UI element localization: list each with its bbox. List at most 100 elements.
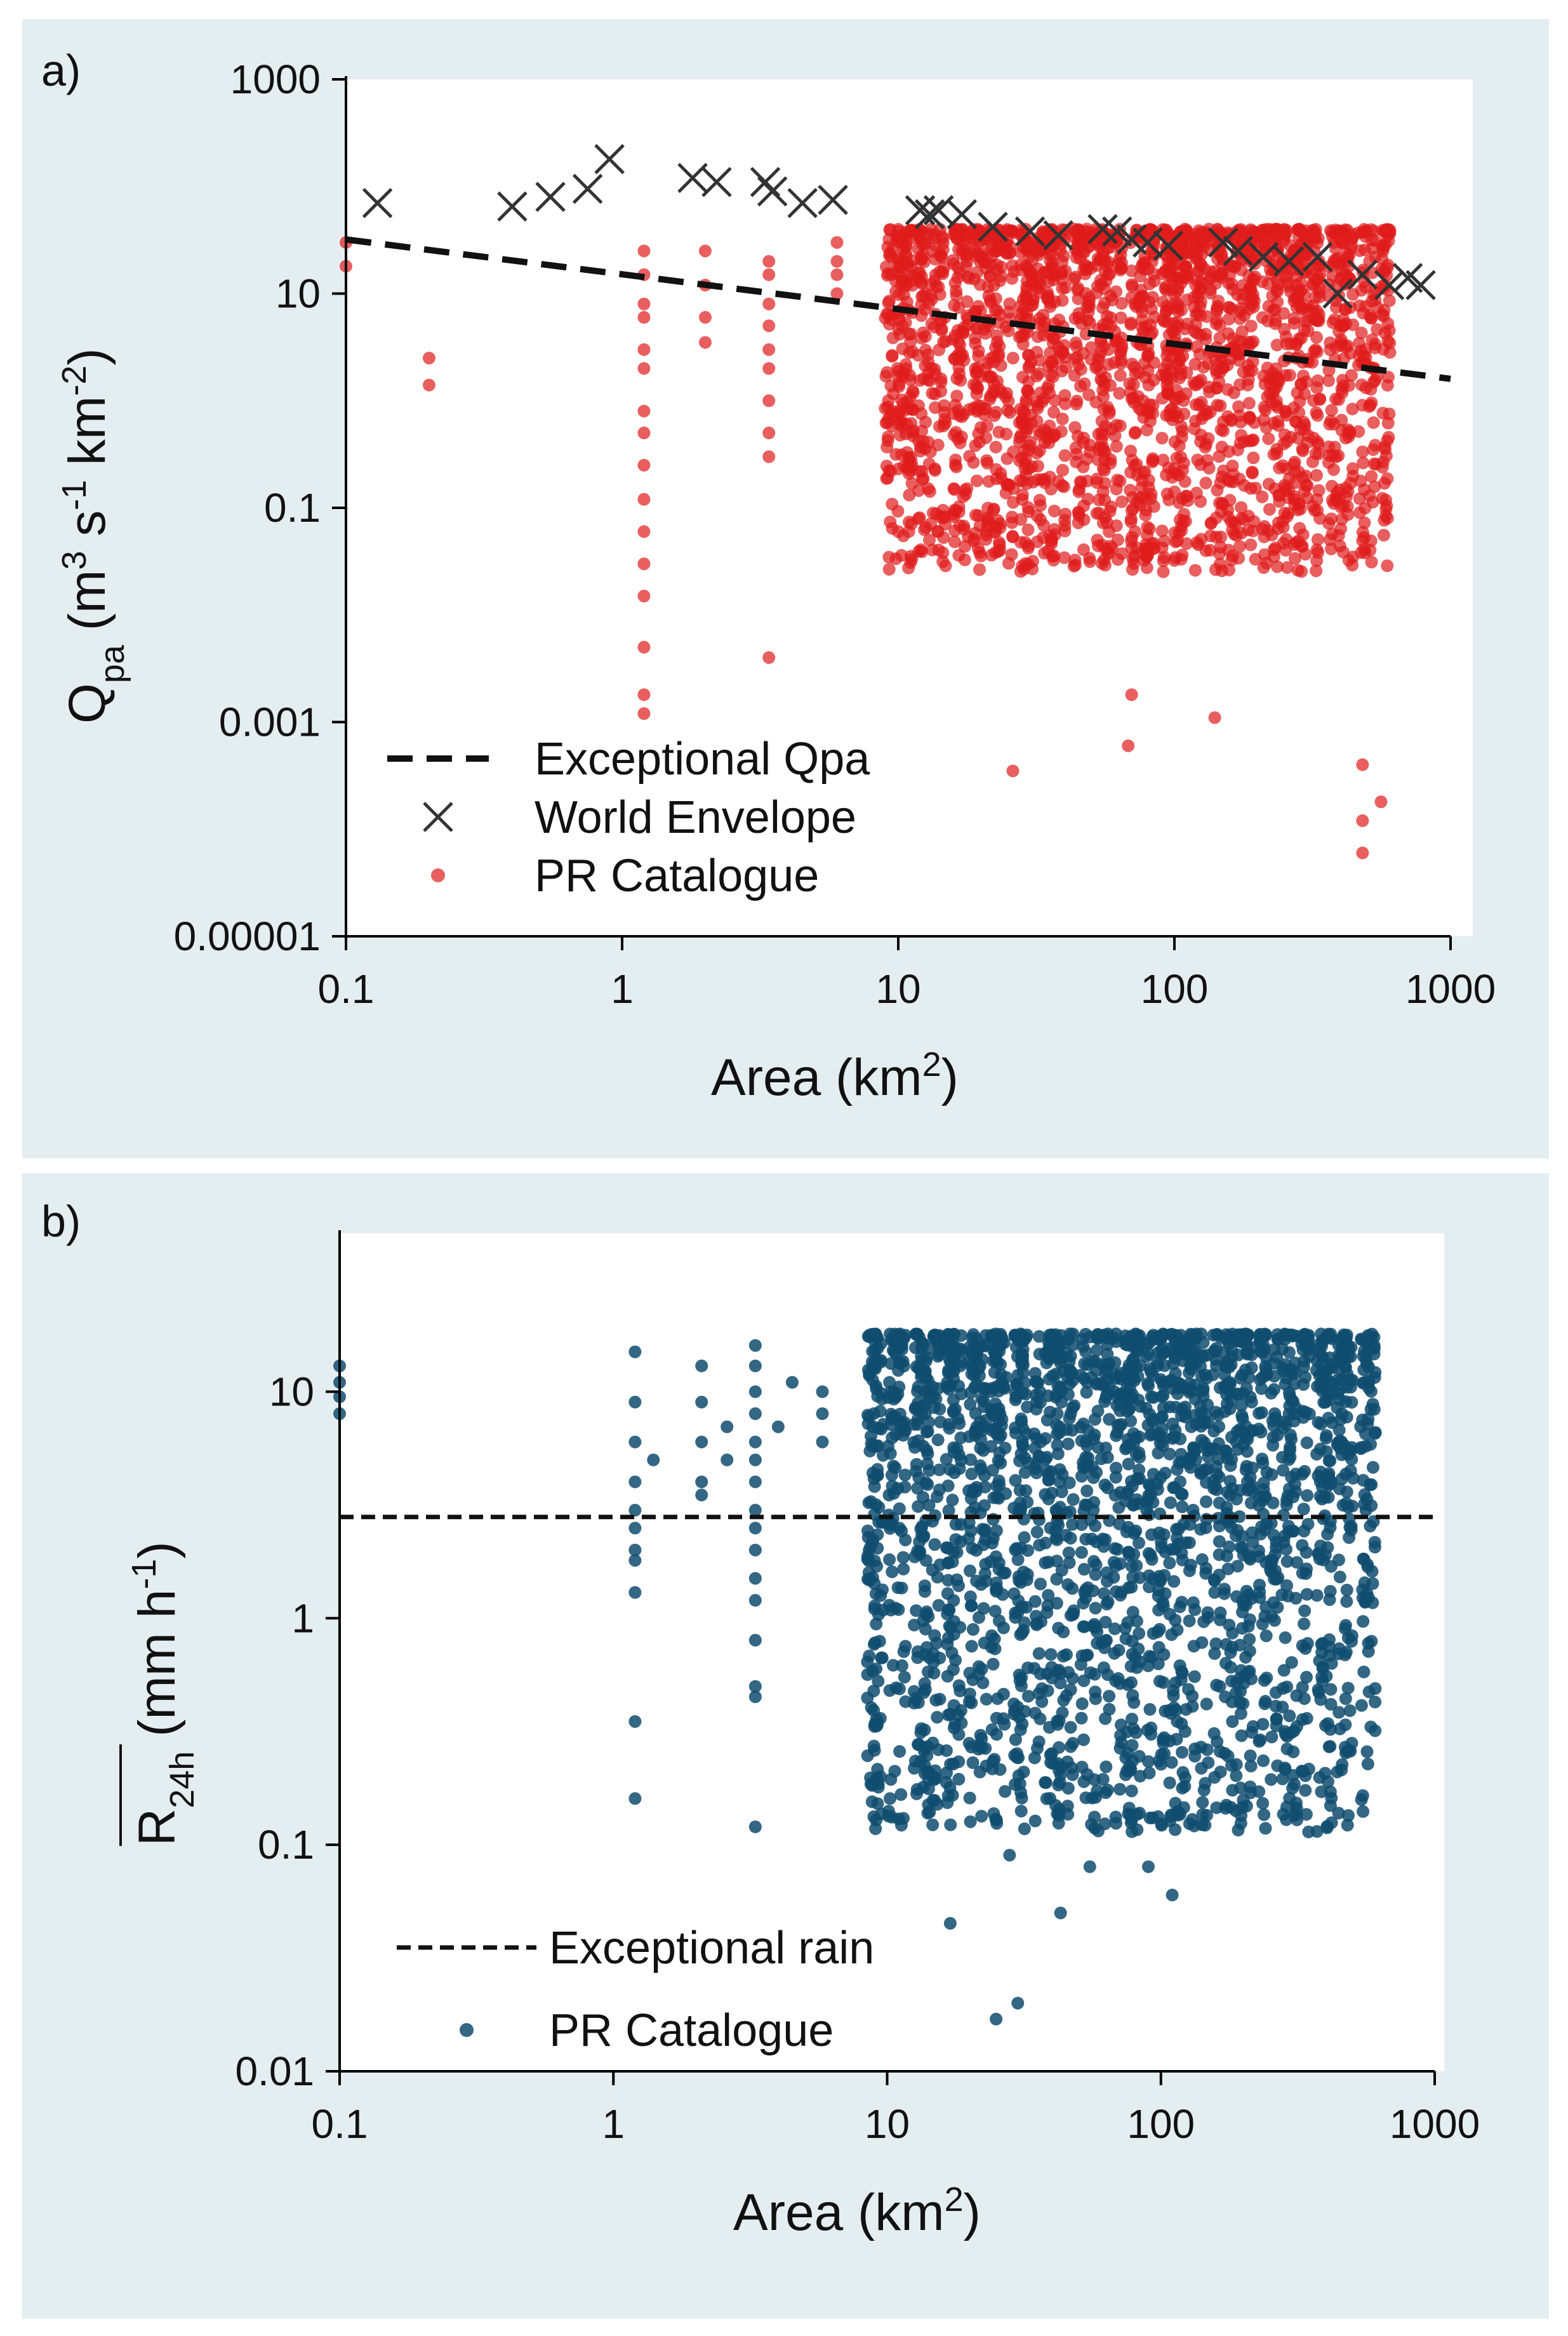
data-point [992, 1563, 1006, 1576]
data-point [1358, 516, 1371, 529]
data-point [988, 409, 1001, 422]
data-point [1265, 1516, 1278, 1530]
data-point [947, 1594, 960, 1607]
data-point [1173, 1600, 1186, 1614]
data-point [918, 1585, 931, 1598]
data-point [880, 441, 894, 454]
data-point [1270, 1712, 1283, 1725]
data-point [1113, 369, 1127, 382]
data-point [980, 431, 993, 444]
data-point [1172, 1522, 1185, 1536]
data-point [628, 1543, 642, 1556]
data-point [1310, 468, 1323, 482]
legend-x-symbol [423, 802, 453, 832]
data-point [1256, 490, 1269, 503]
data-point [1000, 247, 1014, 260]
data-point [1256, 1718, 1270, 1731]
data-point [962, 1532, 975, 1545]
data-point [1164, 1707, 1178, 1720]
data-point [1051, 1757, 1065, 1770]
data-point [974, 1341, 987, 1354]
world-envelope-marker [1374, 270, 1405, 300]
data-point [1244, 319, 1258, 333]
data-point [1194, 495, 1207, 508]
data-point [1101, 1348, 1114, 1361]
data-point [1244, 538, 1258, 552]
data-point [1242, 340, 1255, 353]
data-point [1115, 1736, 1128, 1749]
data-point [1044, 1648, 1058, 1661]
data-point [1110, 1372, 1123, 1385]
data-point [1131, 1823, 1144, 1836]
data-point [1145, 1390, 1158, 1404]
data-point [1235, 1729, 1248, 1742]
data-point [963, 1564, 976, 1577]
data-point [1077, 1775, 1091, 1788]
data-point [637, 244, 651, 258]
data-point [1099, 1533, 1112, 1546]
data-point [1122, 1457, 1135, 1471]
data-point [1039, 1453, 1052, 1466]
data-point [935, 251, 948, 264]
data-point [1198, 236, 1211, 249]
data-point [1066, 1338, 1080, 1351]
data-point [830, 255, 844, 268]
data-point [1271, 295, 1284, 309]
data-point [1099, 1442, 1112, 1455]
data-point [952, 1772, 966, 1786]
data-point [748, 1522, 762, 1535]
data-point [1131, 1808, 1144, 1821]
data-point [1290, 1807, 1303, 1821]
data-point [1246, 465, 1259, 479]
data-point [1180, 537, 1193, 550]
data-point [1202, 461, 1216, 475]
data-point [1356, 445, 1369, 458]
data-point [1308, 503, 1322, 517]
data-point [1202, 1756, 1215, 1769]
data-point [864, 1430, 877, 1443]
data-point [1232, 400, 1246, 413]
data-point [762, 394, 776, 408]
data-point [1130, 1661, 1143, 1675]
panel-label-a: a) [41, 46, 81, 95]
data-point [1099, 542, 1112, 555]
data-point [950, 1546, 964, 1559]
data-point [1242, 283, 1256, 296]
data-point [917, 1337, 930, 1351]
data-point [1039, 1432, 1052, 1445]
data-point [930, 1636, 943, 1650]
data-point [1127, 1437, 1140, 1450]
data-point [1231, 443, 1244, 456]
data-point [950, 389, 964, 402]
data-point [1098, 1395, 1112, 1408]
data-point [1200, 310, 1213, 323]
data-point [1146, 452, 1159, 465]
data-point [1332, 232, 1346, 246]
data-point [1178, 408, 1191, 421]
data-point [1098, 1478, 1112, 1492]
data-point [762, 297, 776, 310]
data-point [1298, 1604, 1312, 1617]
data-point [1200, 1743, 1214, 1756]
data-point [1033, 1577, 1047, 1591]
data-point [1090, 1466, 1103, 1479]
data-point [1209, 1637, 1223, 1650]
data-point [1176, 1666, 1189, 1680]
data-point [695, 1475, 708, 1489]
marker-stroke [1207, 227, 1239, 258]
data-point [917, 1529, 931, 1543]
data-point [1324, 336, 1337, 350]
data-point [1147, 356, 1160, 369]
data-point [898, 1671, 911, 1684]
data-point [994, 1456, 1007, 1470]
data-point [1086, 1791, 1099, 1805]
data-point [1014, 1786, 1027, 1799]
data-point [1184, 1558, 1197, 1572]
data-point [1103, 1690, 1116, 1703]
data-point [1258, 1674, 1271, 1687]
data-point [1323, 418, 1336, 431]
data-point [914, 250, 927, 263]
data-point [907, 386, 920, 399]
data-point [1013, 435, 1026, 449]
